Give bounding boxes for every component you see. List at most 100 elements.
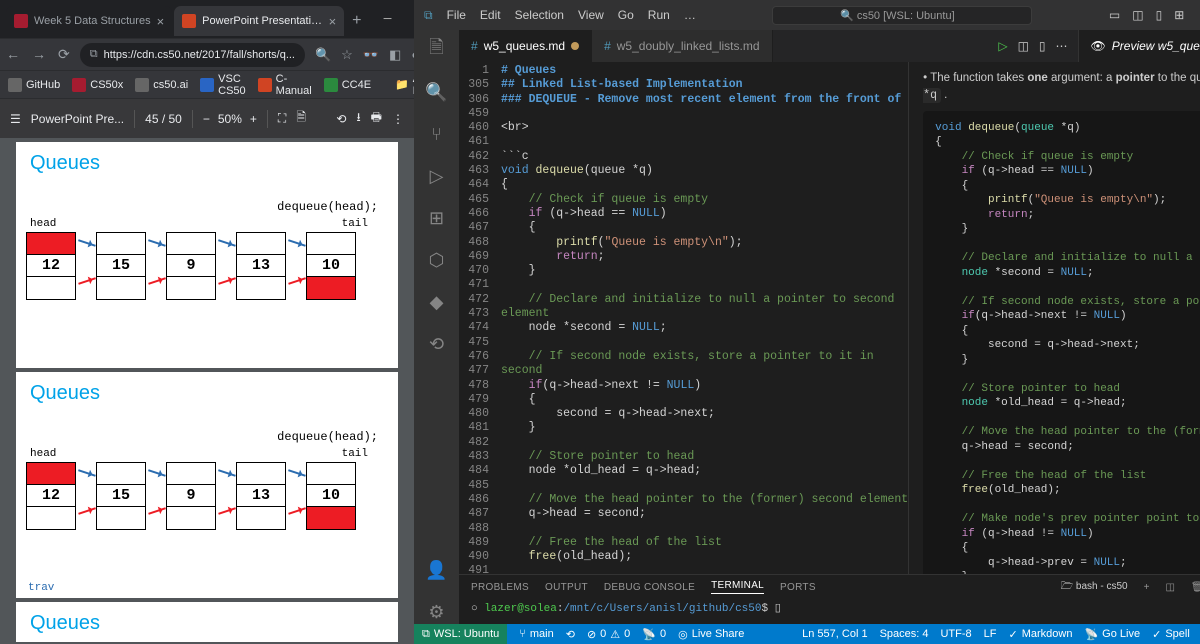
errors-warnings[interactable]: ⊘ 0 ⚠ 0 <box>587 628 630 641</box>
sync-icon[interactable]: ⟲ <box>566 628 575 641</box>
pdf-page-indicator[interactable]: 45 / 50 <box>145 112 182 126</box>
split-icon[interactable]: ▯ <box>1039 39 1046 53</box>
trav-label: trav <box>28 582 54 594</box>
layout-icon[interactable]: ⊞ <box>1174 8 1184 22</box>
ext-icon[interactable]: 👓 <box>363 47 379 63</box>
browser-tab-2[interactable]: PowerPoint Presentation × <box>174 6 344 36</box>
source-control-icon[interactable]: ⑂ <box>425 122 449 146</box>
preview-code-block: void dequeue(queue *q) { // Check if que… <box>923 111 1200 575</box>
panel-tab-output[interactable]: OUTPUT <box>545 582 588 593</box>
menu-selection[interactable]: Selection <box>515 8 564 22</box>
line-gutter: 1305306459460461462463464465466467468469… <box>459 62 495 574</box>
preview-tab[interactable]: 👁Preview w5_queues.md <box>1078 30 1200 62</box>
slide-title: Queues <box>30 612 100 635</box>
more-icon[interactable]: ⋯ <box>1056 39 1068 53</box>
panel-tab-problems[interactable]: PROBLEMS <box>471 582 529 593</box>
vscode-titlebar: ⧉ File Edit Selection View Go Run … 🔍 cs… <box>414 0 1200 30</box>
search-icon[interactable]: 🔍 <box>425 80 449 104</box>
run-icon[interactable]: ▷ <box>998 39 1007 53</box>
docker-icon[interactable]: ◆ <box>425 290 449 314</box>
back-button[interactable]: ← <box>6 46 20 63</box>
menu-go[interactable]: Go <box>618 8 634 22</box>
golive[interactable]: 📡 Go Live <box>1084 628 1140 641</box>
bookmark-cmanual[interactable]: C-Manual <box>258 73 312 97</box>
account-icon[interactable]: 👤 <box>425 558 449 582</box>
git-branch[interactable]: ⑂ main <box>519 628 553 640</box>
close-icon[interactable]: × <box>329 14 337 29</box>
rotate-icon[interactable]: ⟲ <box>336 112 346 126</box>
fit-icon[interactable]: ⛶ <box>278 111 286 126</box>
pdf-slide: Queues dequeue(head); head tail 12159131… <box>16 142 398 368</box>
layout-icon[interactable]: ◫ <box>1132 8 1143 22</box>
minimize-button[interactable]: ─ <box>368 0 408 38</box>
reload-button[interactable]: ⟳ <box>58 46 70 63</box>
bookmark-cs50x[interactable]: CS50x <box>72 78 123 92</box>
page-icon[interactable]: 🗎 <box>296 108 306 129</box>
zoom-in-button[interactable]: + <box>250 112 257 126</box>
ports[interactable]: 📡 0 <box>642 628 666 641</box>
language-mode[interactable]: ✓ Markdown <box>1009 628 1073 641</box>
slide-title: Queues <box>30 152 100 175</box>
ext-icon[interactable]: ◧ <box>389 47 401 63</box>
indentation[interactable]: Spaces: 4 <box>880 628 929 640</box>
address-bar: ← → ⟳ ⧉ https://cdn.cs50.net/2017/fall/s… <box>0 38 414 70</box>
bookmark-cc4e[interactable]: CC4E <box>324 78 371 92</box>
pdf-slide: Queues dequeue(head); head tail trav 121… <box>16 372 398 598</box>
liveshare-icon[interactable]: ⟲ <box>425 332 449 356</box>
run-debug-icon[interactable]: ▷ <box>425 164 449 188</box>
more-icon[interactable]: ⋮ <box>392 112 404 126</box>
split-terminal-icon[interactable]: ◫ <box>1165 582 1174 593</box>
layout-icon[interactable]: ▭ <box>1109 8 1120 22</box>
pdf-viewport[interactable]: Queues dequeue(head); head tail 12159131… <box>0 138 414 644</box>
menu-more[interactable]: … <box>684 8 696 22</box>
head-label: head <box>30 448 56 460</box>
site-info-icon[interactable]: ⧉ <box>90 48 98 61</box>
cursor-position[interactable]: Ln 557, Col 1 <box>802 628 867 640</box>
split-icon[interactable]: ◫ <box>1018 39 1029 53</box>
layout-icon[interactable]: ▯ <box>1156 8 1163 22</box>
panel-tab-terminal[interactable]: TERMINAL <box>711 580 764 594</box>
spell[interactable]: ✓ Spell <box>1152 628 1190 641</box>
markdown-preview-pane: • The function takes one argument: a poi… <box>908 62 1200 574</box>
eol[interactable]: LF <box>984 628 997 640</box>
zoom-level[interactable]: 50% <box>218 112 242 126</box>
menu-run[interactable]: Run <box>648 8 670 22</box>
settings-icon[interactable]: ⚙ <box>425 600 449 624</box>
search-icon[interactable]: 🔍 <box>315 47 331 63</box>
editor-tabs: #w5_queues.md #w5_doubly_linked_lists.md… <box>459 30 1200 62</box>
close-icon[interactable]: × <box>157 14 165 29</box>
forward-button[interactable]: → <box>32 46 46 63</box>
menu-view[interactable]: View <box>578 8 604 22</box>
head-label: head <box>30 218 56 230</box>
bookmark-github[interactable]: GitHub <box>8 78 60 92</box>
trash-icon[interactable]: 🗑 <box>1191 582 1200 593</box>
extensions-icon[interactable]: ⊞ <box>425 206 449 230</box>
code-content[interactable]: # Queues ## Linked List-based Implementa… <box>495 62 908 574</box>
download-icon[interactable]: ⭳ <box>356 108 360 129</box>
browser-tab-1[interactable]: Week 5 Data Structures × <box>6 6 172 36</box>
editor-pane[interactable]: 1305306459460461462463464465466467468469… <box>459 62 908 574</box>
url-input[interactable]: ⧉ https://cdn.cs50.net/2017/fall/shorts/… <box>80 43 305 67</box>
remote-indicator[interactable]: ⧉ WSL: Ubuntu <box>414 624 507 644</box>
zoom-out-button[interactable]: − <box>203 112 210 126</box>
liveshare[interactable]: ◎ Live Share <box>678 628 744 641</box>
print-icon[interactable]: 🖶 <box>371 108 382 129</box>
star-icon[interactable]: ☆ <box>341 47 353 63</box>
bookmark-cs50ai[interactable]: cs50.ai <box>135 78 188 92</box>
editor-tab-1[interactable]: #w5_queues.md <box>459 30 592 62</box>
menu-edit[interactable]: Edit <box>480 8 501 22</box>
editor-tab-2[interactable]: #w5_doubly_linked_lists.md <box>592 30 772 62</box>
terminal-shell[interactable]: 🗁 bash - cs50 <box>1061 579 1128 596</box>
menu-file[interactable]: File <box>447 8 466 22</box>
explorer-icon[interactable]: 🗎 <box>425 38 449 62</box>
panel-tab-ports[interactable]: PORTS <box>780 582 816 593</box>
terminal-content[interactable]: ○ lazer@solea:/mnt/c/Users/anisl/github/… <box>459 599 1200 617</box>
bookmark-vsc[interactable]: VSC CS50 <box>200 73 246 97</box>
menu-icon[interactable]: ☰ <box>10 112 21 126</box>
new-terminal-icon[interactable]: + <box>1144 582 1150 593</box>
panel-tab-debug[interactable]: DEBUG CONSOLE <box>604 582 695 593</box>
encoding[interactable]: UTF-8 <box>940 628 971 640</box>
remote-icon[interactable]: ⬡ <box>425 248 449 272</box>
new-tab-button[interactable]: + <box>346 12 367 30</box>
command-center[interactable]: 🔍 cs50 [WSL: Ubuntu] <box>772 6 1032 25</box>
